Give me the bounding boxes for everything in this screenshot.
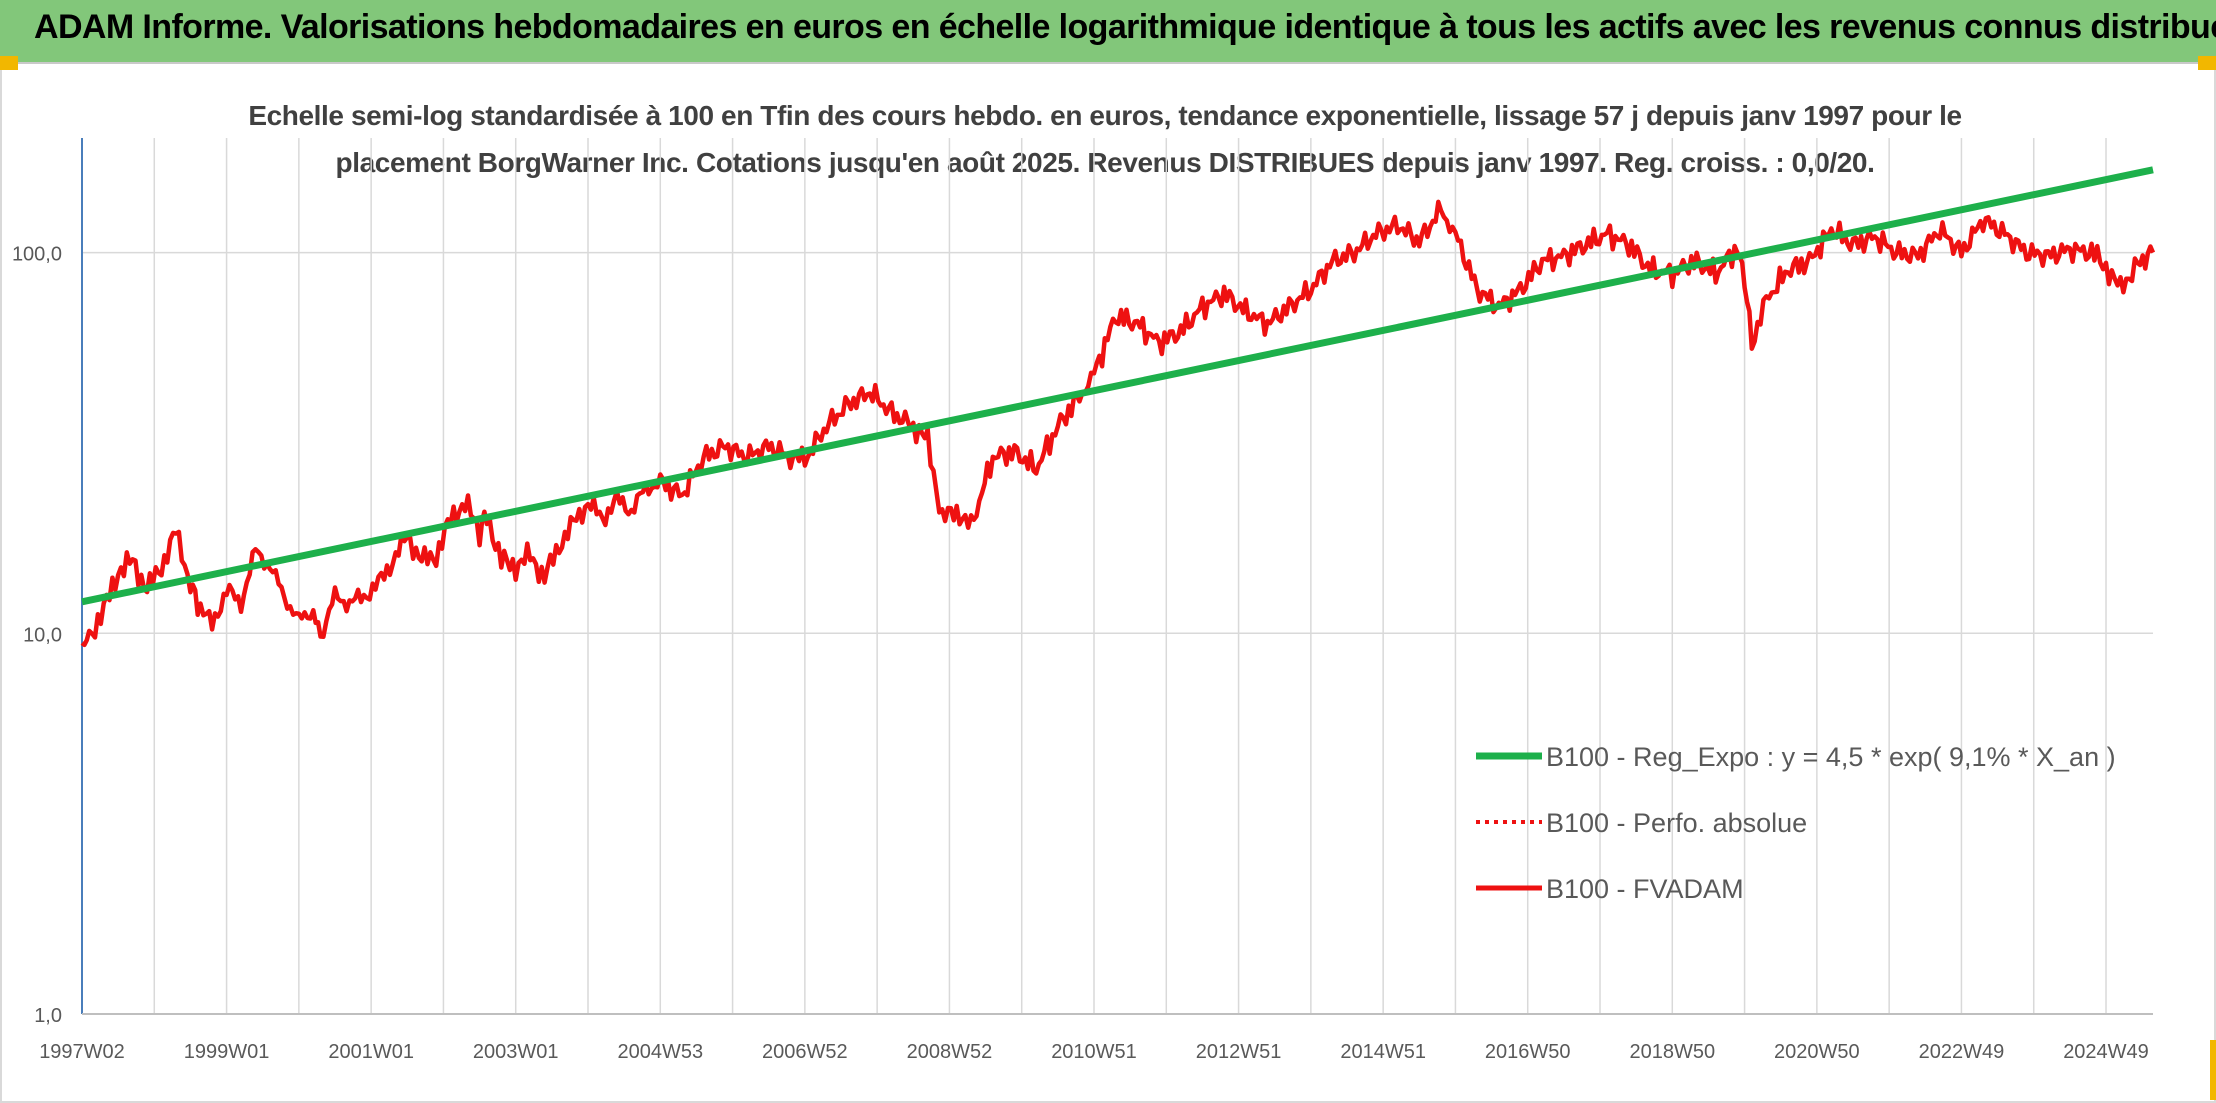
y-tick-label: 1,0 — [34, 1005, 62, 1027]
x-tick-label: 2003W01 — [473, 1041, 559, 1063]
x-tick-label: 2020W50 — [1774, 1041, 1860, 1063]
x-tick-label: 2022W49 — [1919, 1041, 2005, 1063]
y-tick-label: 10,0 — [23, 624, 62, 646]
x-tick-label: 2010W51 — [1051, 1041, 1137, 1063]
chart-title-line-2: placement BorgWarner Inc. Cotations jusq… — [335, 147, 1875, 178]
x-tick-label: 2004W53 — [617, 1041, 703, 1063]
x-tick-label: 1999W01 — [184, 1041, 270, 1063]
x-tick-label: 2016W50 — [1485, 1041, 1571, 1063]
legend-item-perfo-absolue-label: B100 - Perfo. absolue — [1546, 808, 1807, 838]
header-bar: ADAM Informe. Valorisations hebdomadaire… — [0, 0, 2216, 64]
legend: B100 - Reg_Expo : y = 4,5 * exp( 9,1% * … — [1476, 742, 2116, 904]
grid — [82, 138, 2153, 1015]
chart-title: Echelle semi-log standardisée à 100 en T… — [120, 92, 2090, 186]
corner-marker-bottom — [2210, 1040, 2216, 1100]
series-fvadam-line — [80, 199, 2156, 648]
page-title: ADAM Informe. Valorisations hebdomadaire… — [34, 8, 2216, 46]
x-tick-label: 2001W01 — [328, 1041, 414, 1063]
chart-title-line-1: Echelle semi-log standardisée à 100 en T… — [248, 100, 1962, 131]
x-tick-label: 1997W02 — [39, 1041, 125, 1063]
series — [80, 166, 2156, 648]
legend-item-fvadam-label: B100 - FVADAM — [1546, 874, 1744, 904]
x-tick-label: 2014W51 — [1340, 1041, 1426, 1063]
corner-marker-left — [0, 56, 18, 70]
series-reg-expo-line — [81, 166, 2154, 606]
axes: 1,0 10,0 100,0 1997W02 1999W01 2001W01 2003W01… — [12, 138, 2153, 1063]
x-tick-label: 2024W49 — [2063, 1041, 2149, 1063]
legend-item-reg-expo-label: B100 - Reg_Expo : y = 4,5 * exp( 9,1% * … — [1546, 742, 2116, 772]
corner-marker-right — [2198, 56, 2216, 70]
x-tick-label: 2006W52 — [762, 1041, 848, 1063]
x-tick-label: 2008W52 — [907, 1041, 993, 1063]
y-tick-label: 100,0 — [12, 244, 62, 266]
x-tick-label: 2018W50 — [1629, 1041, 1715, 1063]
x-tick-label: 2012W51 — [1196, 1041, 1282, 1063]
